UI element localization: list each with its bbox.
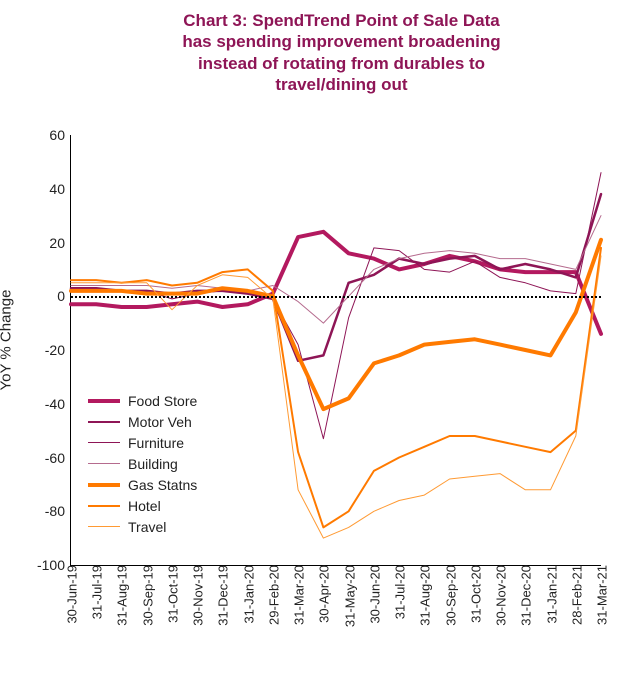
x-tick-label: 31-Mar-20 bbox=[290, 565, 307, 625]
legend-swatch bbox=[88, 399, 120, 403]
legend-item: Motor Veh bbox=[88, 411, 197, 432]
x-tick-label: 31-May-20 bbox=[340, 565, 357, 627]
x-tick-label: 31-Jan-21 bbox=[542, 565, 559, 624]
x-tick-label: 28-Feb-21 bbox=[567, 565, 584, 625]
x-tick-label: 31-Aug-20 bbox=[416, 565, 433, 626]
y-tick-label: -20 bbox=[45, 342, 71, 358]
y-tick-label: 20 bbox=[49, 235, 71, 251]
x-tick-label: 31-Oct-19 bbox=[163, 565, 180, 623]
legend-swatch bbox=[88, 505, 120, 507]
legend: Food Store Motor Veh Furniture Building Gas … bbox=[88, 390, 197, 537]
legend-label: Gas Statns bbox=[128, 477, 197, 493]
title-line-2: instead of rotating from durables to bbox=[198, 54, 485, 73]
x-tick-label: 31-Jan-20 bbox=[239, 565, 256, 624]
series-motor-veh bbox=[71, 194, 601, 361]
title-line-1: has spending improvement broadening bbox=[182, 32, 500, 51]
y-tick-label: -80 bbox=[45, 503, 71, 519]
x-tick-label: 31-Aug-19 bbox=[113, 565, 130, 626]
legend-label: Building bbox=[128, 456, 178, 472]
x-tick-label: 31-Dec-20 bbox=[517, 565, 534, 626]
x-tick-label: 31-Jul-20 bbox=[391, 565, 408, 619]
y-tick-label: -60 bbox=[45, 450, 71, 466]
legend-item: Food Store bbox=[88, 390, 197, 411]
x-tick-label: 30-Nov-20 bbox=[492, 565, 509, 626]
title-line-0: Chart 3: SpendTrend Point of Sale Data bbox=[183, 11, 499, 30]
x-tick-label: 31-Jul-19 bbox=[88, 565, 105, 619]
x-tick-label: 30-Sep-20 bbox=[441, 565, 458, 626]
y-axis-label: YoY % Change bbox=[0, 289, 15, 390]
x-tick-label: 30-Jun-19 bbox=[63, 565, 80, 624]
legend-label: Travel bbox=[128, 519, 166, 535]
x-tick-label: 30-Apr-20 bbox=[315, 565, 332, 623]
title-line-3: travel/dining out bbox=[275, 75, 407, 94]
legend-label: Hotel bbox=[128, 498, 161, 514]
y-tick-label: -40 bbox=[45, 396, 71, 412]
chart-container: Chart 3: SpendTrend Point of Sale Data h… bbox=[0, 0, 623, 679]
y-tick-label: 0 bbox=[57, 288, 71, 304]
x-tick-label: 31-Oct-20 bbox=[466, 565, 483, 623]
y-tick-label: 40 bbox=[49, 181, 71, 197]
x-tick-label: 30-Nov-19 bbox=[189, 565, 206, 626]
legend-swatch bbox=[88, 526, 120, 527]
legend-swatch bbox=[88, 483, 120, 487]
legend-swatch bbox=[88, 442, 120, 443]
x-tick-label: 31-Dec-19 bbox=[214, 565, 231, 626]
chart-title: Chart 3: SpendTrend Point of Sale Data h… bbox=[80, 10, 603, 95]
legend-item: Building bbox=[88, 453, 197, 474]
legend-item: Travel bbox=[88, 516, 197, 537]
legend-swatch bbox=[88, 421, 120, 423]
x-tick-label: 31-Mar-21 bbox=[593, 565, 610, 625]
legend-swatch bbox=[88, 463, 120, 464]
legend-item: Hotel bbox=[88, 495, 197, 516]
legend-item: Furniture bbox=[88, 432, 197, 453]
x-tick-label: 29-Feb-20 bbox=[264, 565, 281, 625]
legend-item: Gas Statns bbox=[88, 474, 197, 495]
zero-line bbox=[71, 296, 601, 298]
legend-label: Furniture bbox=[128, 435, 184, 451]
legend-label: Food Store bbox=[128, 393, 197, 409]
x-tick-label: 30-Sep-19 bbox=[138, 565, 155, 626]
legend-label: Motor Veh bbox=[128, 414, 192, 430]
y-tick-label: 60 bbox=[49, 127, 71, 143]
x-tick-label: 30-Jun-20 bbox=[365, 565, 382, 624]
